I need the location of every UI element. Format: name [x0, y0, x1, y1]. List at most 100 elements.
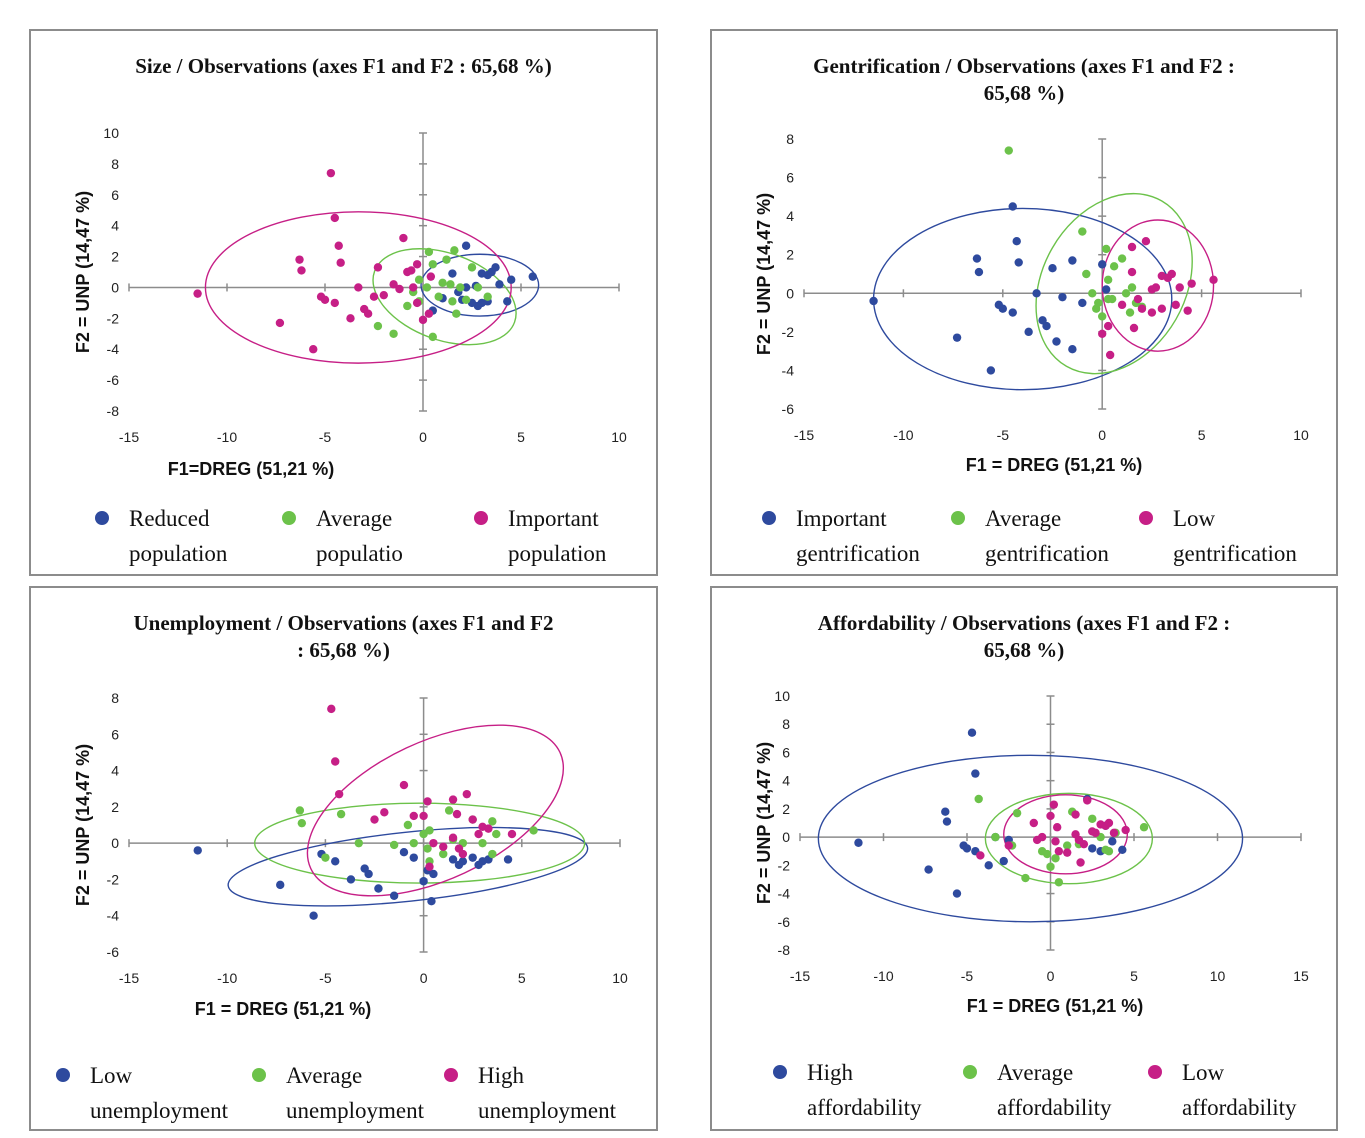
- data-point-green: [1012, 808, 1022, 818]
- legend-label: Average: [997, 1060, 1074, 1085]
- data-point-green: [1078, 227, 1087, 236]
- data-point-magenta: [1051, 837, 1060, 846]
- chart-panel-size: Size / Observations (axes F1 and F2 : 65…: [29, 29, 658, 576]
- data-point-green: [1042, 849, 1052, 859]
- data-point-blue: [473, 301, 483, 311]
- data-point-magenta: [334, 241, 343, 250]
- data-point-green: [1104, 847, 1114, 856]
- data-point-green: [1098, 312, 1107, 321]
- chart-title: Affordability / Observations (axes F1 an…: [712, 610, 1336, 664]
- data-point-magenta: [336, 258, 345, 267]
- confidence-ellipse-magenta: [1101, 219, 1215, 352]
- data-point-green: [336, 809, 346, 819]
- data-point-green: [1092, 304, 1101, 313]
- data-point-magenta: [1171, 300, 1180, 310]
- data-point-blue: [1008, 308, 1017, 317]
- data-point-blue: [495, 280, 504, 289]
- legend-label: affordability: [997, 1095, 1112, 1120]
- data-point-magenta: [1046, 811, 1055, 821]
- x-tick-label: 10: [1210, 968, 1226, 984]
- legend-label: Low: [1173, 506, 1216, 531]
- y-tick-label: 10: [103, 125, 119, 141]
- confidence-ellipse-blue: [227, 826, 589, 907]
- data-point-magenta: [1187, 279, 1196, 288]
- y-axis-label: F2 = UNP (14,47 %): [73, 191, 93, 353]
- data-point-green: [1051, 854, 1060, 863]
- data-point-blue: [941, 807, 950, 816]
- data-point-blue: [1008, 202, 1017, 211]
- scatter-plot-size: -15 -10 -5 0 5 10 -8 -6 -4 -2 0 2 4 6 8 10 F1=DREG (51,2…: [73, 125, 627, 479]
- data-point-magenta: [1117, 300, 1127, 310]
- data-point-magenta: [380, 808, 389, 817]
- y-tick-label: 0: [782, 829, 790, 845]
- data-point-blue: [1052, 337, 1061, 346]
- legend-label: Average: [985, 506, 1062, 531]
- data-point-magenta: [1109, 828, 1119, 838]
- legend-marker-dot: [1148, 1065, 1162, 1079]
- data-point-magenta: [1121, 825, 1130, 835]
- data-point-blue: [1014, 258, 1023, 267]
- x-tick-label: -10: [217, 429, 237, 445]
- y-tick-label: 2: [782, 801, 790, 817]
- data-point-blue: [468, 853, 477, 862]
- y-tick-label: -2: [778, 857, 791, 873]
- data-point-green: [297, 818, 307, 828]
- y-tick-label: 0: [111, 279, 119, 295]
- data-point-green: [446, 280, 455, 289]
- data-point-green: [1063, 841, 1072, 850]
- data-point-magenta: [418, 315, 428, 325]
- data-point-magenta: [1049, 800, 1059, 809]
- x-tick-label: 10: [612, 970, 628, 986]
- data-point-green: [1101, 244, 1111, 254]
- data-point-magenta: [1127, 267, 1137, 277]
- x-axis-label: F1=DREG (51,21 %): [168, 459, 335, 479]
- data-point-magenta: [1105, 350, 1115, 360]
- legend-item-high-unemployment: High unemployment: [444, 1058, 616, 1128]
- x-axis-label: F1 = DREG (51,21 %): [967, 996, 1144, 1016]
- data-point-blue: [528, 272, 537, 281]
- data-point-green: [991, 832, 1000, 842]
- legend-label: Important: [796, 506, 887, 531]
- y-tick-label: 6: [786, 170, 794, 186]
- data-point-magenta: [320, 295, 330, 304]
- data-point-blue: [1032, 289, 1041, 298]
- chart-title-line: Size / Observations (axes F1 and F2 : 65…: [135, 54, 552, 78]
- data-point-magenta: [1167, 269, 1176, 279]
- data-point-blue: [389, 891, 399, 900]
- data-point-blue: [971, 769, 980, 778]
- y-tick-label: 2: [111, 799, 119, 815]
- legend-marker-dot: [474, 511, 488, 525]
- data-point-magenta: [275, 318, 285, 328]
- data-point-green: [1121, 289, 1131, 298]
- y-tick-label: 8: [786, 131, 794, 147]
- data-point-magenta: [1037, 832, 1047, 842]
- legend-item-important-population: Important population: [474, 501, 606, 571]
- legend-item-average-affordability: Average affordability: [963, 1055, 1112, 1125]
- legend-item-low-gentrification: Low gentrification: [1139, 501, 1297, 571]
- data-point-magenta: [407, 266, 416, 275]
- x-tick-label: -10: [217, 970, 237, 986]
- data-point-magenta: [409, 811, 418, 821]
- data-point-blue: [998, 304, 1007, 313]
- data-point-blue: [1098, 260, 1107, 269]
- legend-label: High: [478, 1063, 524, 1088]
- scatter-plot-gentrification: -15 -10 -5 0 5 10 -6 -4 -2 0 2 4 6 8 F1 = DREG (51,21 …: [754, 131, 1309, 475]
- legend-item-average-unemployment: Average unemployment: [252, 1058, 424, 1128]
- data-point-magenta: [1137, 304, 1147, 313]
- x-tick-label: -15: [119, 970, 139, 986]
- legend-label: Reduced: [129, 506, 210, 531]
- chart-panel-gentrification: Gentrification / Observations (axes F1 a…: [710, 29, 1338, 576]
- data-point-green: [456, 283, 465, 292]
- data-point-green: [1125, 308, 1135, 317]
- data-point-blue: [952, 889, 962, 898]
- data-point-blue: [1068, 345, 1077, 354]
- data-point-blue: [1078, 298, 1087, 308]
- confidence-ellipse-magenta: [204, 211, 512, 364]
- data-point-blue: [1068, 256, 1077, 265]
- data-point-green: [1046, 862, 1055, 871]
- data-point-blue: [374, 884, 383, 893]
- data-point-green: [452, 309, 461, 318]
- chart-title-line: Gentrification / Observations (axes F1 a…: [813, 54, 1235, 78]
- data-point-green: [389, 840, 399, 850]
- data-point-green: [409, 838, 418, 848]
